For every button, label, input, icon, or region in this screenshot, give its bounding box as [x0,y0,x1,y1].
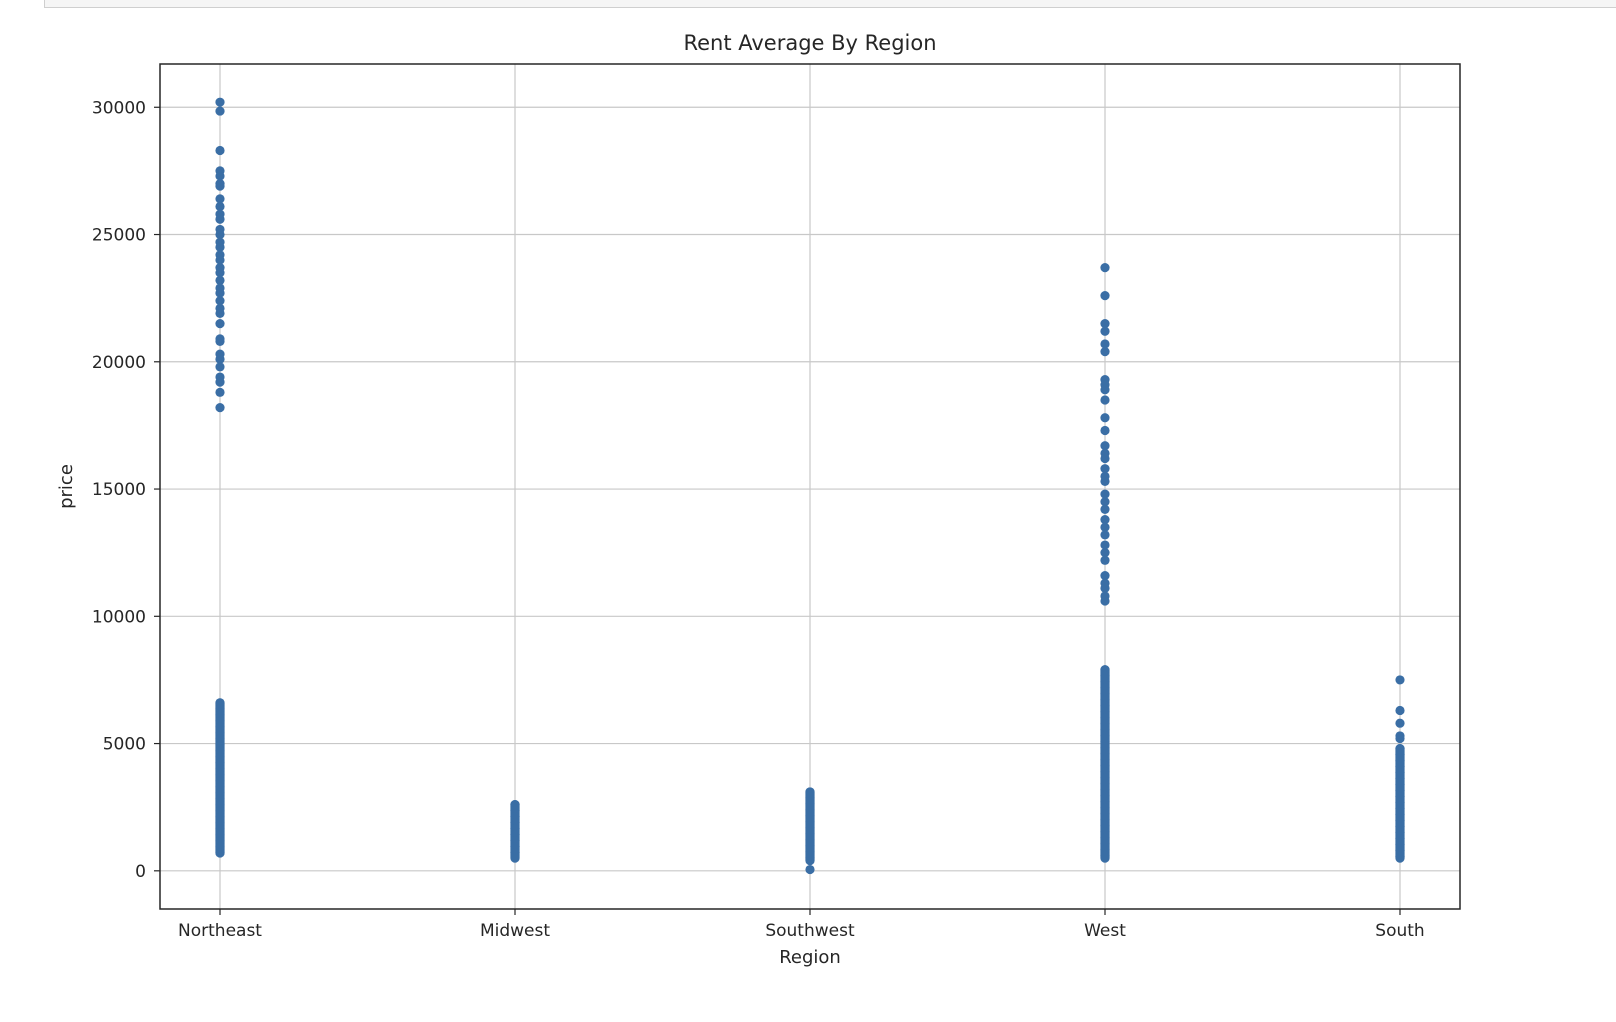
data-point [1100,489,1110,499]
data-point [1100,347,1110,357]
data-point [215,308,225,319]
y-axis-label: price [56,464,77,509]
data-point [215,336,225,347]
data-point [215,171,225,181]
data-point [1100,570,1110,581]
data-point [1395,675,1405,685]
data-point [1100,548,1110,558]
data-point [215,255,225,265]
data-point [1100,291,1110,301]
data-point [215,268,225,278]
y-tick-label: 25000 [92,226,146,246]
data-point [215,296,225,306]
data-point [215,362,225,372]
data-point [805,853,815,863]
data-point [215,319,225,329]
data-point [1100,339,1110,349]
data-point [1100,441,1110,451]
data-point [1100,263,1110,273]
x-tick-label: Northeast [178,921,262,941]
data-point [215,402,225,413]
data-point [215,229,225,240]
grid-lines [160,64,1460,909]
data-point [215,848,225,858]
data-point [1100,319,1110,329]
data-point [1100,530,1110,540]
notebook-cell-toolbar [44,0,1616,8]
data-point [215,275,225,285]
data-point [215,242,225,252]
data-point [215,387,225,397]
data-point [1100,464,1110,474]
data-point [1100,497,1110,507]
data-point [1395,733,1405,744]
y-tick-label: 5000 [103,735,146,755]
data-point [805,864,815,875]
data-point [215,106,225,116]
x-tick-label: West [1084,921,1126,941]
x-tick-label: Midwest [480,921,550,941]
data-point [1395,705,1405,716]
data-point [1100,504,1110,515]
y-tick-label: 20000 [92,353,146,373]
data-point [1395,852,1405,862]
data-point [1100,851,1110,861]
data-point [1100,453,1110,464]
x-tick-label: South [1375,921,1424,941]
data-point [215,181,225,191]
axis-ticks: 0 5000 10000 15000 20000 25000 30000 Northeast M… [92,98,1425,941]
data-point [215,194,225,204]
data-point [215,214,225,224]
data-point [215,354,225,364]
data-point [1100,555,1110,565]
data-point [1100,395,1110,405]
y-tick-label: 30000 [92,98,146,118]
y-tick-label: 15000 [92,480,146,500]
data-points [215,97,1405,875]
data-point [1100,385,1110,395]
data-point [1100,596,1110,606]
x-tick-label: Southwest [765,921,855,941]
x-axis-label: Region [779,947,841,968]
data-point [1100,413,1110,423]
data-point [215,97,225,107]
data-point [215,288,225,298]
data-point [1100,514,1110,525]
data-point [1100,326,1110,336]
data-point [510,848,520,858]
data-point [1100,583,1110,593]
data-point [1100,522,1110,532]
data-point [215,145,225,156]
data-point [215,201,225,212]
data-point [1100,476,1110,487]
chart-title: Rent Average By Region [683,31,936,55]
data-point [1100,540,1110,550]
data-point [215,377,225,387]
data-point [1395,718,1405,728]
data-point [1100,425,1110,436]
y-tick-label: 0 [135,862,146,882]
y-tick-label: 10000 [92,607,146,627]
